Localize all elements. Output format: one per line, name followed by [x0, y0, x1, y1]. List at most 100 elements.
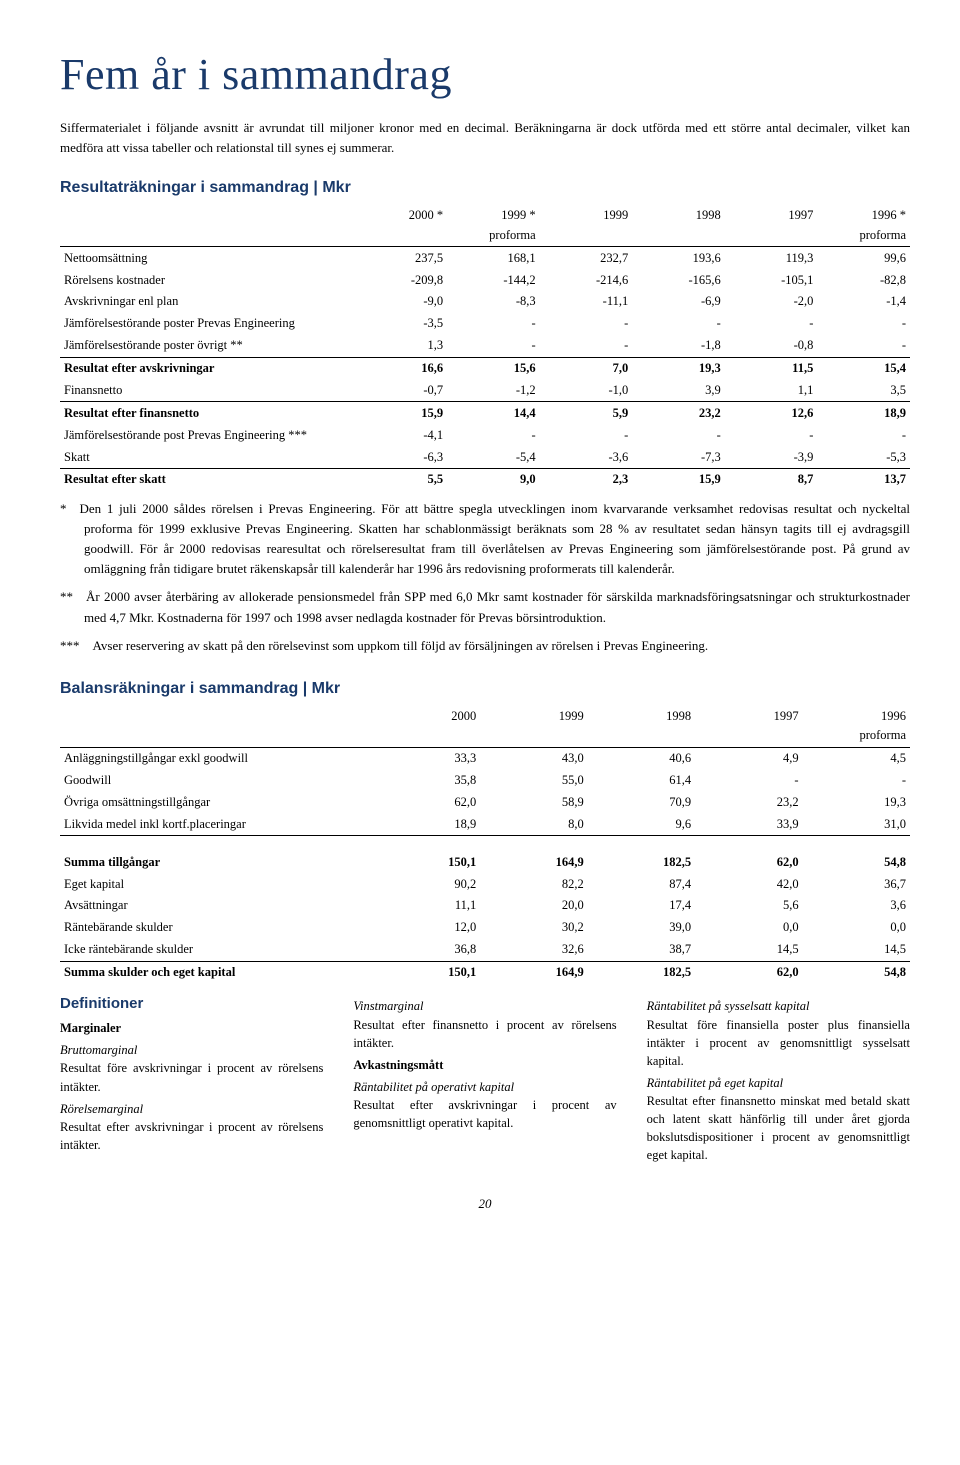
cell: 15,9	[355, 402, 448, 424]
cell: -	[632, 313, 725, 335]
cell: -1,8	[632, 335, 725, 357]
cell: 43,0	[480, 747, 587, 769]
cell: 0,0	[695, 917, 802, 939]
definitions-heading: Definitioner	[60, 993, 323, 1015]
cell: -3,9	[725, 446, 818, 468]
row-label: Nettoomsättning	[60, 247, 355, 269]
row-label: Icke räntebärande skulder	[60, 939, 373, 961]
def-term: Räntabilitet på eget kapital	[647, 1074, 910, 1092]
def-term: Räntabilitet på operativt kapital	[353, 1078, 616, 1096]
cell: 19,3	[803, 791, 910, 813]
cell: 15,4	[817, 357, 910, 379]
cell: 11,1	[373, 895, 480, 917]
cell: 1,1	[725, 379, 818, 401]
footnote: *** Avser reservering av skatt på den rö…	[60, 636, 910, 656]
cell: -	[817, 335, 910, 357]
cell: -	[447, 313, 540, 335]
cell: 20,0	[480, 895, 587, 917]
cell: 1,3	[355, 335, 448, 357]
t2-heading: Balansräkningar i sammandrag | Mkr	[60, 678, 910, 700]
cell: 12,6	[725, 402, 818, 424]
cell: -6,3	[355, 446, 448, 468]
row-label: Räntebärande skulder	[60, 917, 373, 939]
cell: -	[803, 770, 910, 792]
col-subheader	[588, 727, 695, 747]
cell: -	[540, 313, 633, 335]
col-subheader: proforma	[447, 227, 540, 247]
cell: 2,3	[540, 468, 633, 490]
cell: -209,8	[355, 269, 448, 291]
cell: 3,5	[817, 379, 910, 401]
cell: 70,9	[588, 791, 695, 813]
cell: 99,6	[817, 247, 910, 269]
cell: -	[695, 770, 802, 792]
cell: 36,8	[373, 939, 480, 961]
row-label: Jämförelsestörande poster Prevas Enginee…	[60, 313, 355, 335]
cell: -0,7	[355, 379, 448, 401]
balance-sheet-table: 20001999199819971996proformaAnläggningst…	[60, 705, 910, 983]
cell: 18,9	[817, 402, 910, 424]
row-label: Summa tillgångar	[60, 851, 373, 873]
cell: 232,7	[540, 247, 633, 269]
footnote: ** År 2000 avser återbäring av allokerad…	[60, 587, 910, 627]
col-subheader: proforma	[817, 227, 910, 247]
def-text: Resultat före avskrivningar i procent av…	[60, 1059, 323, 1095]
col-header: 1998	[588, 705, 695, 727]
cell: 23,2	[695, 791, 802, 813]
cell: -0,8	[725, 335, 818, 357]
cell: 36,7	[803, 873, 910, 895]
cell: 0,0	[803, 917, 910, 939]
cell: 54,8	[803, 961, 910, 983]
row-label: Resultat efter avskrivningar	[60, 357, 355, 379]
cell: -3,6	[540, 446, 633, 468]
cell: 15,6	[447, 357, 540, 379]
cell: 32,6	[480, 939, 587, 961]
cell: 3,9	[632, 379, 725, 401]
cell: 40,6	[588, 747, 695, 769]
col-header: 2000 *	[355, 205, 448, 227]
cell: 119,3	[725, 247, 818, 269]
col-subheader: proforma	[803, 727, 910, 747]
cell: 62,0	[695, 961, 802, 983]
cell: -	[632, 424, 725, 446]
footnote: * Den 1 juli 2000 såldes rörelsen i Prev…	[60, 499, 910, 580]
cell: 7,0	[540, 357, 633, 379]
row-label: Avsättningar	[60, 895, 373, 917]
cell: 182,5	[588, 961, 695, 983]
cell: -2,0	[725, 291, 818, 313]
cell: 90,2	[373, 873, 480, 895]
cell: 13,7	[817, 468, 910, 490]
cell: 5,5	[355, 468, 448, 490]
cell: 5,9	[540, 402, 633, 424]
cell: 33,9	[695, 813, 802, 835]
row-label: Resultat efter finansnetto	[60, 402, 355, 424]
col-header: 1999	[480, 705, 587, 727]
cell: -4,1	[355, 424, 448, 446]
cell: 9,6	[588, 813, 695, 835]
cell: -144,2	[447, 269, 540, 291]
definitions-col-1: Definitioner MarginalerBruttomarginalRes…	[60, 993, 323, 1166]
page-number: 20	[60, 1195, 910, 1213]
def-term: Vinstmarginal	[353, 997, 616, 1015]
cell: 31,0	[803, 813, 910, 835]
row-label: Jämförelsestörande poster övrigt **	[60, 335, 355, 357]
cell: 30,2	[480, 917, 587, 939]
cell: -	[817, 424, 910, 446]
cell: 164,9	[480, 851, 587, 873]
cell: 16,6	[355, 357, 448, 379]
col-header: 1996 *	[817, 205, 910, 227]
cell: 150,1	[373, 851, 480, 873]
cell: 62,0	[373, 791, 480, 813]
cell: 61,4	[588, 770, 695, 792]
col-header: 1997	[695, 705, 802, 727]
row-label: Övriga omsättningstillgångar	[60, 791, 373, 813]
cell: -3,5	[355, 313, 448, 335]
cell: -1,0	[540, 379, 633, 401]
cell: 58,9	[480, 791, 587, 813]
col-subheader	[480, 727, 587, 747]
page-title: Fem år i sammandrag	[60, 45, 910, 104]
cell: 39,0	[588, 917, 695, 939]
definitions-col-3: Räntabilitet på sysselsatt kapitalResult…	[647, 993, 910, 1166]
cell: -	[540, 424, 633, 446]
cell: 8,0	[480, 813, 587, 835]
